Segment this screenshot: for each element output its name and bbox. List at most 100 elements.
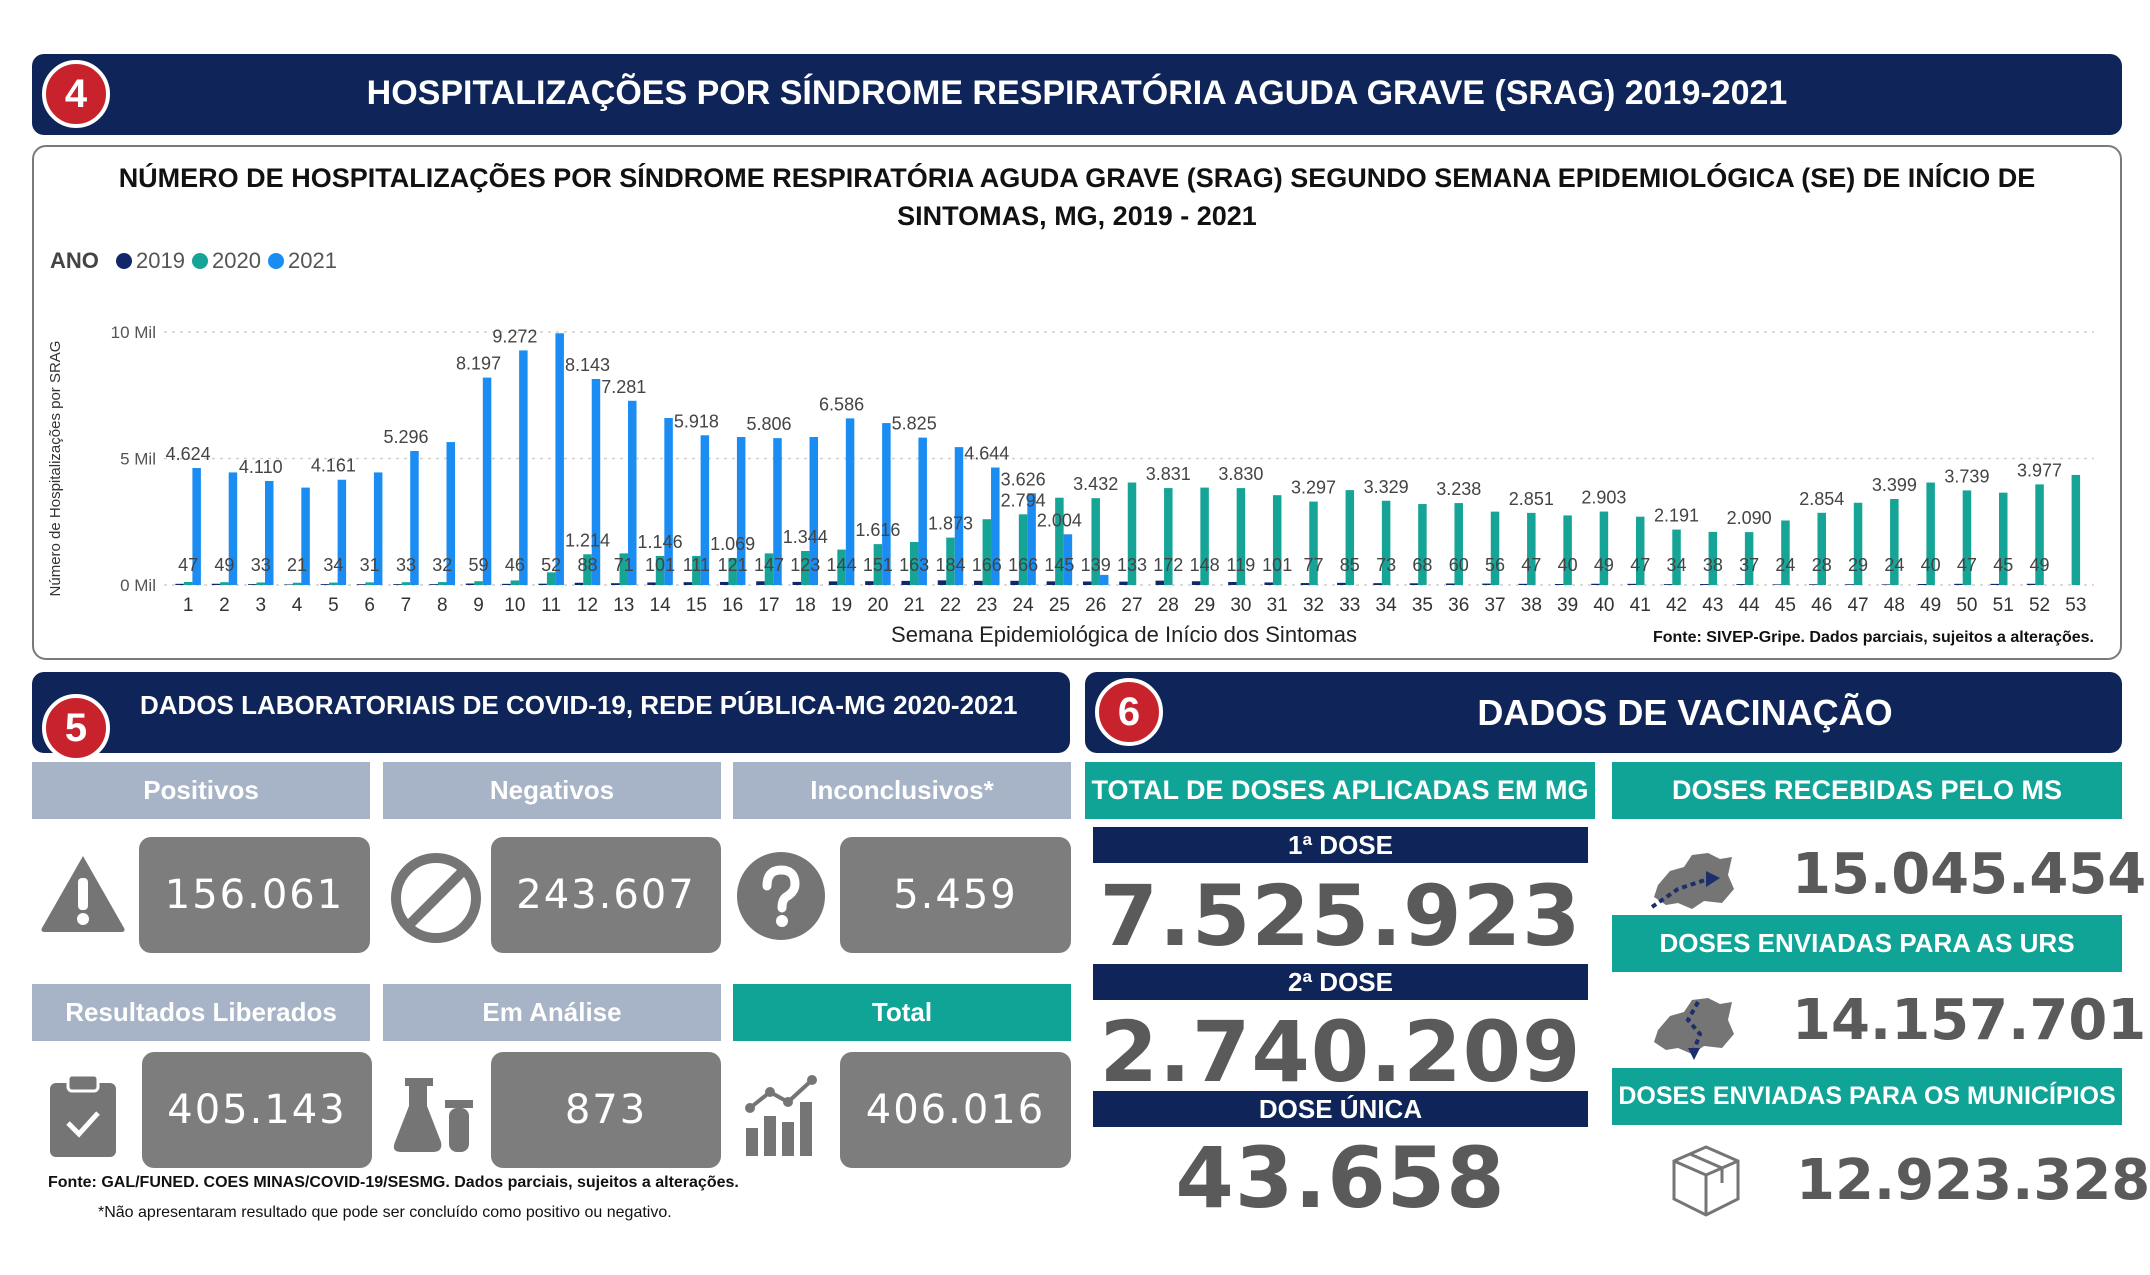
bar-2020-21 xyxy=(909,541,919,585)
x-tick-label-13: 13 xyxy=(613,595,634,616)
x-tick-label-28: 28 xyxy=(1158,595,1179,616)
bar-2020-35 xyxy=(1418,504,1427,585)
x-tick-label-40: 40 xyxy=(1593,595,1614,616)
data-label-2019-25: 145 xyxy=(1044,555,1074,575)
bar-2021-16 xyxy=(736,436,746,585)
bar-2021-7 xyxy=(410,451,419,585)
x-tick-label-48: 48 xyxy=(1884,595,1905,616)
bar-2020-3 xyxy=(256,582,266,585)
x-tick-label-15: 15 xyxy=(686,595,707,616)
data-label-2019-39: 40 xyxy=(1558,555,1578,575)
x-tick-label-14: 14 xyxy=(650,595,672,616)
dose2-value: 2.740.209 xyxy=(1099,1003,1582,1101)
x-tick-label-25: 25 xyxy=(1049,595,1070,616)
bar-2019-20 xyxy=(865,581,874,585)
bar-2019-5 xyxy=(320,584,330,585)
data-label-2020-16: 1.069 xyxy=(710,534,755,554)
bar-2021-19 xyxy=(845,418,855,585)
x-tick-label-45: 45 xyxy=(1775,595,1796,616)
bar-2020-45 xyxy=(1781,520,1790,585)
bar-2019-42 xyxy=(1663,584,1673,585)
section4-title: HOSPITALIZAÇÕES POR SÍNDROME RESPIRATÓRI… xyxy=(366,74,1788,112)
bar-2020-28 xyxy=(1164,488,1173,585)
data-label-2019-44: 37 xyxy=(1739,555,1759,575)
data-label-2019-52: 49 xyxy=(2030,555,2050,575)
x-tick-label-34: 34 xyxy=(1376,595,1398,616)
x-tick-label-26: 26 xyxy=(1085,595,1106,616)
data-label-2019-22: 184 xyxy=(935,555,965,575)
section6-banner: 6 DADOS DE VACINAÇÃO xyxy=(1085,672,2122,753)
x-tick-label-24: 24 xyxy=(1013,595,1035,616)
bar-2020-19 xyxy=(837,549,846,585)
bar-2019-11 xyxy=(538,583,547,585)
bar-2019-38 xyxy=(1518,583,1528,585)
x-tick-label-9: 9 xyxy=(473,595,484,616)
data-label-2019-41: 47 xyxy=(1630,555,1650,575)
bar-2019-44 xyxy=(1736,584,1745,585)
dose1-header: 1ª DOSE xyxy=(1093,827,1588,863)
data-label-2020-48: 3.399 xyxy=(1872,475,1917,495)
data-label-2021-1: 4.624 xyxy=(166,444,211,464)
x-tick-label-36: 36 xyxy=(1448,595,1469,616)
mg-map-arrow-icon xyxy=(1650,853,1734,909)
bar-2020-51 xyxy=(1998,492,2008,585)
bar-2020-33 xyxy=(1345,490,1355,585)
data-label-2019-24: 166 xyxy=(1008,555,1038,575)
bar-2021-13 xyxy=(628,400,637,585)
bar-2020-36 xyxy=(1454,503,1463,585)
data-label-2020-40: 2.903 xyxy=(1581,488,1626,508)
x-tick-label-7: 7 xyxy=(401,595,412,616)
data-label-2020-44: 2.090 xyxy=(1727,508,1772,528)
bar-2020-17 xyxy=(764,553,774,585)
bar-2021-22 xyxy=(954,447,964,585)
bar-2020-12 xyxy=(583,554,592,585)
bar-2020-49 xyxy=(1926,482,1935,585)
data-label-2021-7: 5.296 xyxy=(383,427,428,447)
warning-icon xyxy=(41,856,125,932)
total-doses-header: TOTAL DE DOSES APLICADAS EM MG xyxy=(1085,762,1595,819)
x-tick-label-49: 49 xyxy=(1920,595,1941,616)
bar-2019-7 xyxy=(393,584,402,585)
bar-2019-32 xyxy=(1300,583,1310,585)
bar-2020-8 xyxy=(438,582,447,585)
bar-2020-46 xyxy=(1817,512,1826,585)
data-label-2019-27: 133 xyxy=(1117,555,1147,575)
data-label-2021-21: 5.825 xyxy=(892,414,937,434)
positivos-header: Positivos xyxy=(32,762,370,819)
bar-2021-17 xyxy=(773,438,782,585)
legend-title: ANO xyxy=(50,248,99,273)
bar-2019-31 xyxy=(1264,582,1273,585)
bar-2019-22 xyxy=(937,580,947,585)
x-tick-label-10: 10 xyxy=(504,595,525,616)
bar-2020-22 xyxy=(946,537,955,585)
bar-2019-17 xyxy=(756,581,765,585)
bar-2019-2 xyxy=(211,583,221,585)
legend-marker-2021 xyxy=(268,253,284,269)
data-label-2019-14: 101 xyxy=(645,555,675,575)
bar-2020-24 xyxy=(1018,514,1028,585)
bar-2021-4 xyxy=(301,487,310,585)
section4-badge: 4 xyxy=(42,60,110,128)
bar-2019-45 xyxy=(1772,584,1782,585)
chart-panel: NÚMERO DE HOSPITALIZAÇÕES POR SÍNDROME R… xyxy=(32,145,2122,660)
bar-2021-5 xyxy=(337,479,347,585)
x-tick-label-12: 12 xyxy=(577,595,598,616)
bar-2019-10 xyxy=(502,583,511,585)
bar-2019-16 xyxy=(719,581,729,585)
bar-2021-15 xyxy=(700,435,710,585)
data-label-2020-22: 1.873 xyxy=(928,514,973,534)
analise-value: 873 xyxy=(491,1052,721,1168)
data-label-2020-12: 1.214 xyxy=(565,530,610,550)
dose-unica-value: 43.658 xyxy=(1175,1129,1506,1227)
bar-2020-16 xyxy=(728,557,737,585)
bar-2020-27 xyxy=(1127,482,1137,585)
section5-title: DADOS LABORATORIAIS DE COVID-19, REDE PÚ… xyxy=(140,690,1018,720)
bar-2019-34 xyxy=(1373,583,1382,585)
bar-2020-41 xyxy=(1635,516,1645,585)
x-tick-label-16: 16 xyxy=(722,595,743,616)
data-label-2020-46: 2.854 xyxy=(1799,489,1844,509)
data-label-2021-19: 6.586 xyxy=(819,394,864,414)
bar-2019-19 xyxy=(828,581,838,585)
data-label-2019-3: 33 xyxy=(251,555,271,575)
